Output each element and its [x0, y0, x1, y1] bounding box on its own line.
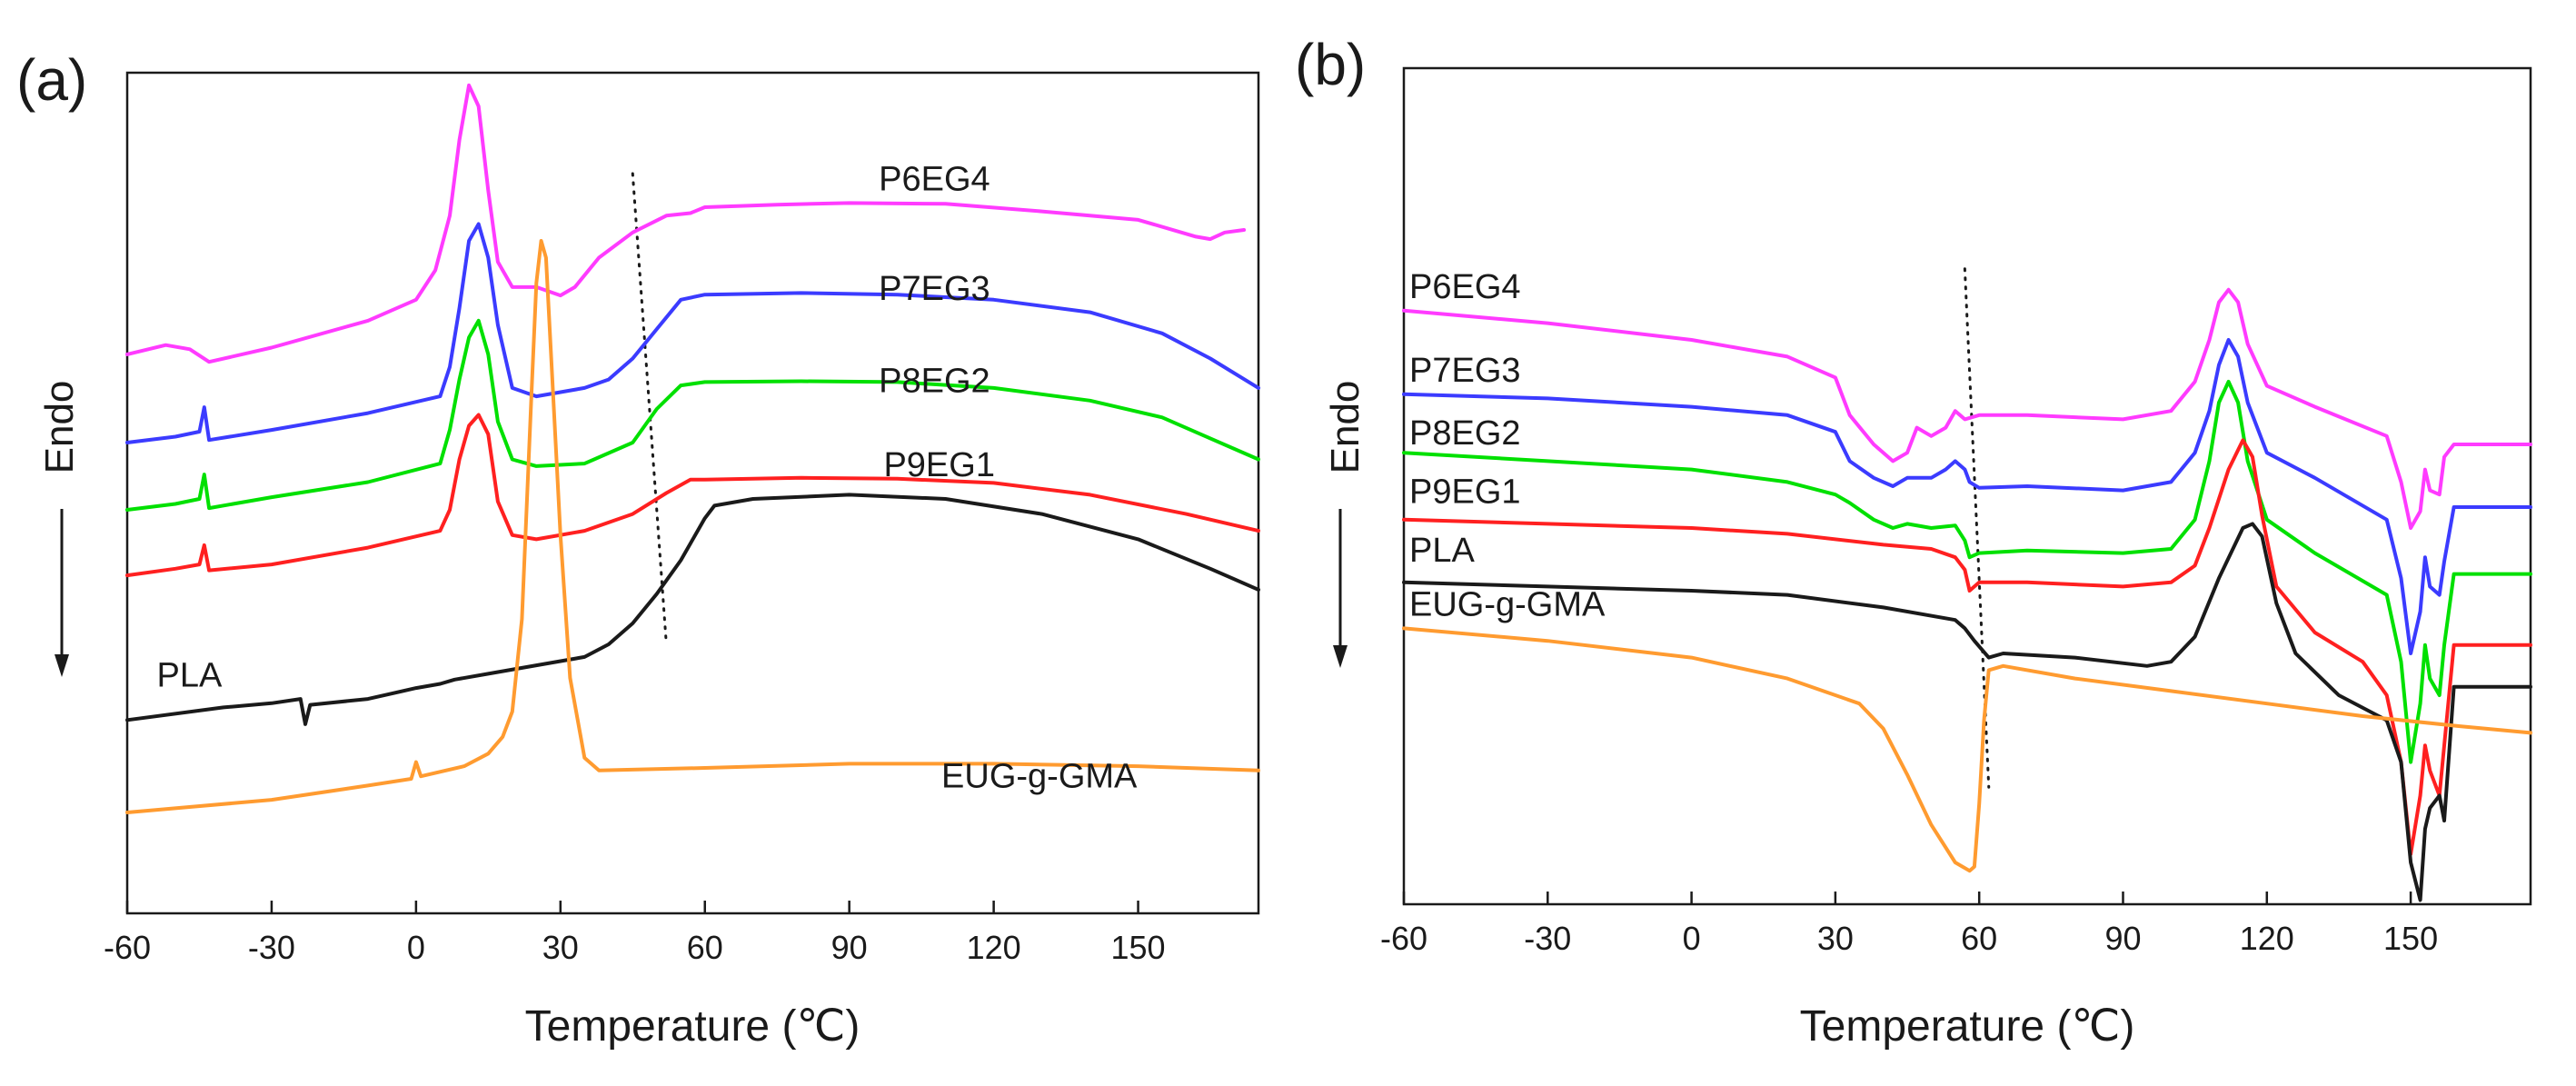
x-ticks-b: -60 -30 0 30 60 90 120 150: [1380, 892, 2438, 957]
y-arrow-head-b: [1333, 645, 1348, 668]
panel-a: (a) Endo -60 -30 0 30 60 90 120 150 Temperature…: [16, 47, 1260, 1051]
x-tick-label-a-6: 120: [967, 929, 1021, 966]
series-label-b-pla: PLA: [1409, 532, 1475, 570]
x-tick-label-b-7: 150: [2383, 920, 2438, 957]
series-label-a-p8eg2: P8EG2: [879, 363, 990, 401]
series-group-b: P6EG4 P7EG3 P8EG2 P9EG1 PLA EUG-g-GMA: [1402, 267, 2532, 902]
x-tick-label-b-3: 30: [1817, 920, 1854, 957]
y-axis-label-a: Endo: [37, 381, 82, 677]
y-axis-title-a: Endo: [37, 381, 82, 474]
series-line-a-pla: [125, 493, 1260, 726]
series-label-b-p7eg3: P7EG3: [1409, 352, 1521, 390]
x-axis-title-a: Temperature (℃): [525, 1002, 860, 1051]
plot-frame-a: [125, 71, 1260, 915]
y-axis-label-b: Endo: [1323, 381, 1368, 668]
x-tick-label-a-5: 90: [831, 929, 868, 966]
x-axis-title-b: Temperature (℃): [1800, 1002, 2135, 1051]
series-line-b-p7eg3: [1402, 338, 2532, 655]
x-tick-label-a-4: 60: [687, 929, 723, 966]
x-tick-label-a-2: 0: [407, 929, 425, 966]
x-tick-label-b-6: 120: [2240, 920, 2294, 957]
x-tick-label-b-4: 60: [1961, 920, 1997, 957]
series-line-b-pla: [1402, 522, 2532, 902]
series-label-b-p9eg1: P9EG1: [1409, 473, 1521, 511]
panel-letter-b: (b): [1295, 32, 1366, 97]
series-line-b-p6eg4: [1402, 287, 2532, 530]
series-line-a-p9eg1: [125, 413, 1260, 578]
series-line-b-eug-g-gma: [1402, 626, 2532, 873]
y-axis-title-b: Endo: [1323, 381, 1368, 474]
series-group-a: P6EG4 P7EG3 P8EG2 P9EG1 PLA EUG-g-GMA: [125, 83, 1260, 814]
panel-b: (b) Endo -60 -30 0 30 60 90 120 150 Temperature…: [1295, 32, 2532, 1051]
y-arrow-head-a: [55, 654, 69, 677]
x-tick-label-b-2: 0: [1683, 920, 1701, 957]
series-label-a-p7eg3: P7EG3: [879, 270, 990, 308]
series-label-b-p8eg2: P8EG2: [1409, 414, 1521, 453]
series-line-a-eug-g-gma: [125, 239, 1260, 814]
transition-guide-line-a: [631, 172, 668, 646]
x-tick-label-a-1: -30: [248, 929, 295, 966]
x-tick-label-a-3: 30: [542, 929, 579, 966]
x-tick-label-a-7: 150: [1111, 929, 1166, 966]
series-line-a-p7eg3: [125, 222, 1260, 444]
x-tick-label-b-0: -60: [1380, 920, 1427, 957]
series-label-a-pla: PLA: [156, 656, 222, 694]
series-line-b-p8eg2: [1402, 380, 2532, 764]
x-tick-label-b-1: -30: [1524, 920, 1571, 957]
series-line-a-p8eg2: [125, 318, 1260, 512]
series-label-a-p6eg4: P6EG4: [879, 161, 990, 199]
series-label-a-p9eg1: P9EG1: [883, 446, 995, 484]
series-label-b-eug-g-gma: EUG-g-GMA: [1409, 586, 1606, 624]
x-tick-label-b-5: 90: [2104, 920, 2141, 957]
series-line-a-p6eg4: [125, 83, 1247, 364]
panel-letter-a: (a): [16, 47, 87, 113]
series-line-b-p9eg1: [1402, 438, 2532, 856]
plot-frame-b: [1402, 66, 2532, 906]
series-label-b-p6eg4: P6EG4: [1409, 268, 1521, 306]
series-label-a-eug-g-gma: EUG-g-GMA: [941, 757, 1138, 795]
x-ticks-a: -60 -30 0 30 60 90 120 150: [104, 901, 1166, 966]
x-tick-label-a-0: -60: [104, 929, 151, 966]
